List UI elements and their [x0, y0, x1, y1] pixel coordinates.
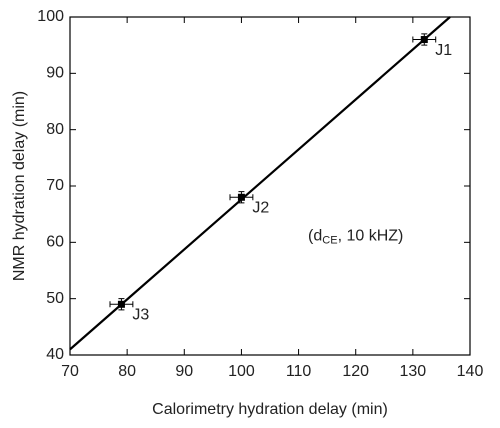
x-tick-label: 100 [228, 363, 255, 380]
y-axis-label: NMR hydration delay (min) [11, 91, 28, 281]
x-tick-label: 130 [400, 363, 427, 380]
x-tick-label: 80 [118, 363, 136, 380]
x-tick-label: 140 [457, 363, 484, 380]
point [237, 193, 245, 201]
y-tick-label: 60 [46, 234, 64, 251]
x-axis-label: Calorimetry hydration delay (min) [152, 401, 388, 418]
x-tick-label: 110 [286, 363, 312, 380]
y-tick-label: 50 [46, 290, 64, 307]
annotation-part: (d [308, 228, 322, 245]
y-tick-label: 40 [46, 346, 64, 363]
point-label: J1 [435, 42, 452, 59]
point-label: J3 [132, 307, 149, 324]
annotation-part: CE [322, 235, 337, 247]
point-label: J2 [252, 199, 269, 216]
x-tick-label: 90 [175, 363, 193, 380]
annotation-part: , 10 kHZ) [338, 228, 404, 245]
x-tick-label: 70 [61, 363, 79, 380]
point [117, 300, 125, 308]
y-tick-label: 90 [46, 65, 64, 82]
y-tick-label: 100 [37, 8, 64, 25]
y-tick-label: 80 [46, 121, 64, 138]
y-tick-label: 70 [46, 177, 64, 194]
annotation: (dCE, 10 kHZ) [308, 228, 403, 247]
x-tick-label: 120 [342, 363, 369, 380]
fit-line [69, 16, 451, 351]
point [420, 36, 428, 44]
